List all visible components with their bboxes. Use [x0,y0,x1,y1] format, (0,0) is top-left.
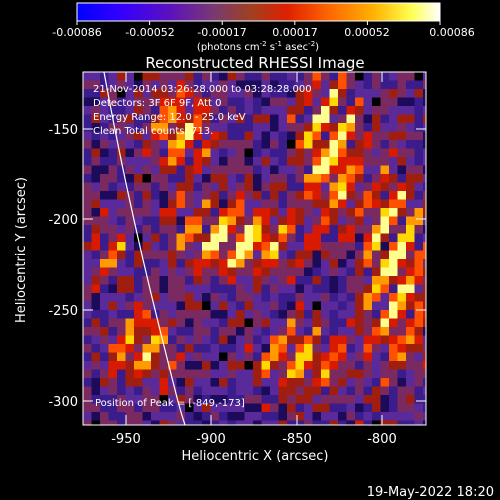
image-panel [82,71,427,426]
y-tick-label: -250 [48,304,78,319]
colorbar-tick-label: 0.00052 [344,26,390,39]
heatmap-image [83,72,426,425]
colorbar-gradient [76,2,441,22]
x-tick-label: -950 [111,432,141,447]
y-tick-label: -150 [48,123,78,138]
colorbar-tick-label: -0.00052 [125,26,174,39]
y-tick-label: -300 [48,395,78,410]
colorbar: -0.00086 -0.00052 -0.00017 0.00017 0.000… [52,2,475,53]
colorbar-tick-label: 0.00017 [272,26,318,39]
x-tick-label: -800 [367,432,397,447]
colorbar-tick-label: 0.00086 [429,26,475,39]
plot-title: Reconstructed RHESSI Image [145,54,364,72]
colorbar-units: (photons cm-2 s-1 asec-2) [197,40,319,53]
timestamp: 19-May-2022 18:20 [367,485,494,500]
info-line: 21-Nov-2014 03:26:28.000 to 03:28:28.000 [93,84,312,95]
peak-position-label: Position of Peak = [-849,-173] [95,398,245,409]
plot-frame [82,71,427,426]
colorbar-ticks [76,21,441,25]
x-tick-label: -900 [196,432,226,447]
info-line: Energy Range: 12.0 - 25.0 keV [93,112,246,123]
info-line: Detectors: 3F 6F 9F, Att 0 [93,98,221,109]
info-line: Clean Total counts: 713. [93,126,213,137]
y-tick-label: -200 [48,213,78,228]
y-axis [83,128,426,402]
y-axis-label: Heliocentric Y (arcsec) [14,177,29,323]
info-block: 21-Nov-2014 03:26:28.000 to 03:28:28.000… [93,84,312,137]
colorbar-tick-label: -0.00017 [197,26,246,39]
solar-limb-curve [103,72,186,425]
x-tick-label: -850 [282,432,312,447]
x-axis-label: Heliocentric X (arcsec) [182,449,329,464]
colorbar-tick-label: -0.00086 [52,26,101,39]
x-axis [125,72,383,425]
